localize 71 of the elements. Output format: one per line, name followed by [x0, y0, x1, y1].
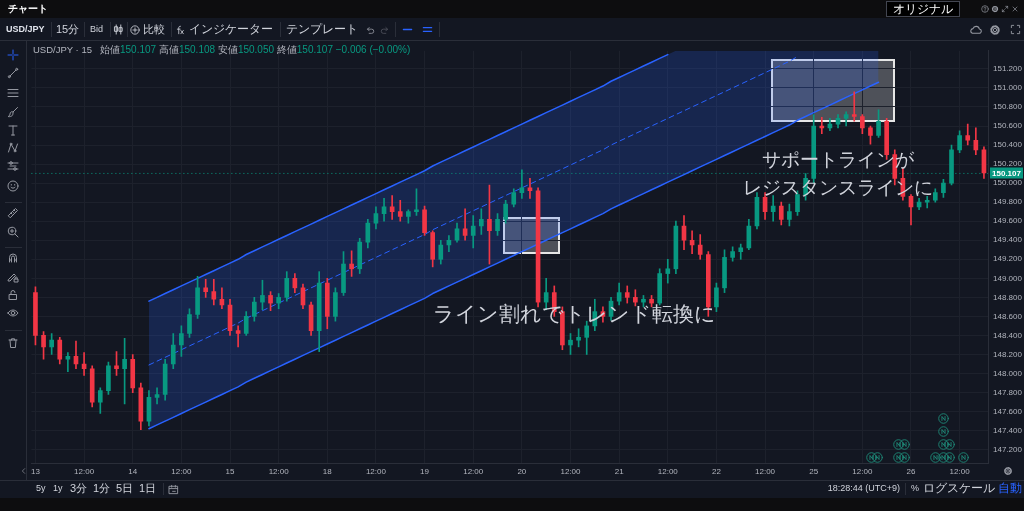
text: USD/JPY [6, 24, 45, 35]
text: 3分 [70, 482, 88, 496]
y-tick-label: 150.000 [993, 178, 1023, 188]
x-tick-label: 12:00 [268, 467, 290, 476]
x-tick-label: 12:00 [560, 467, 582, 476]
y-tick-label: 151.000 [993, 83, 1023, 93]
y-tick-label: 150.800 [993, 102, 1023, 112]
text: % [911, 483, 920, 494]
ref-line-label: 150.107 [992, 168, 1022, 178]
text: 5日 [116, 482, 134, 496]
y-tick-label: 149.000 [993, 273, 1023, 283]
candlestick [851, 91, 857, 122]
candlestick [235, 325, 241, 348]
x-tick-label: 12:00 [657, 467, 679, 476]
y-tick-label: 148.200 [993, 349, 1023, 359]
candlestick [462, 208, 468, 241]
y-tick-label: 148.400 [993, 330, 1023, 340]
x-tick-label: 26 [906, 467, 916, 476]
y-tick-label: 147.400 [993, 425, 1023, 435]
y-tick-label: 150.600 [993, 121, 1023, 131]
chart-subtitle: 始値150.107 高値150.108 安値150.050 終値150.107 −0.006 (−0.00%) [100, 44, 411, 55]
x-tick-label: 19 [420, 467, 430, 476]
text: 15分 [56, 23, 80, 37]
candlestick [65, 352, 71, 372]
text: Bid [90, 24, 104, 35]
y-tick-label: 148.800 [993, 292, 1023, 302]
y-tick-label: 149.400 [993, 235, 1023, 245]
y-tick-label: 147.800 [993, 387, 1023, 397]
x-tick-label: 12:00 [755, 467, 776, 476]
candlestick [478, 208, 484, 235]
x-tick-label: 20 [517, 467, 527, 476]
x-tick-label: 12:00 [74, 467, 95, 476]
y-tick-label: 149.600 [993, 216, 1023, 226]
x-tick-label: 12:00 [852, 467, 873, 476]
y-tick-label: 147.600 [993, 406, 1023, 416]
x-tick-label: 13 [31, 467, 41, 476]
chart-title: USD/JPY · 15 [33, 44, 92, 56]
x-tick-label: 12:00 [949, 467, 971, 476]
candlestick [154, 387, 160, 405]
x-tick-label: 12:00 [463, 467, 484, 476]
text: チャート [8, 3, 48, 15]
text: インジケーター [189, 22, 273, 37]
text: 自動 [998, 481, 1022, 496]
candlestick [738, 243, 744, 260]
x-tick-label: 25 [809, 467, 819, 476]
candlestick [203, 278, 209, 298]
x-tick-label: 22 [711, 467, 722, 476]
text: 比較 [143, 23, 165, 37]
x-tick-label: 12:00 [365, 467, 387, 476]
text: テンプレート [286, 22, 358, 37]
line-series [148, 56, 798, 366]
x-tick-label: 12:00 [171, 467, 192, 476]
x-tick-label: 18 [322, 467, 333, 476]
y-tick-label: 150.200 [993, 159, 1023, 169]
text: 1y [53, 483, 63, 494]
text: 1日 [139, 482, 157, 496]
x-tick-label: 14 [128, 467, 138, 476]
y-tick-label: 149.200 [993, 254, 1023, 264]
text: ログスケール [923, 481, 995, 496]
text: 18:28:44 (UTC+9) [827, 483, 900, 494]
y-tick-label: 149.800 [993, 197, 1023, 207]
text: 1分 [93, 482, 111, 496]
x-tick-label: 15 [225, 467, 236, 476]
y-tick-label: 150.400 [993, 140, 1023, 150]
text: オリジナル [886, 1, 960, 17]
text: 5y [36, 483, 46, 494]
x-tick-label: 21 [614, 467, 625, 476]
y-tick-label: 151.200 [993, 64, 1023, 74]
y-tick-label: 148.600 [993, 311, 1023, 321]
y-tick-label: 147.200 [993, 444, 1023, 454]
y-tick-label: 148.000 [993, 368, 1023, 378]
